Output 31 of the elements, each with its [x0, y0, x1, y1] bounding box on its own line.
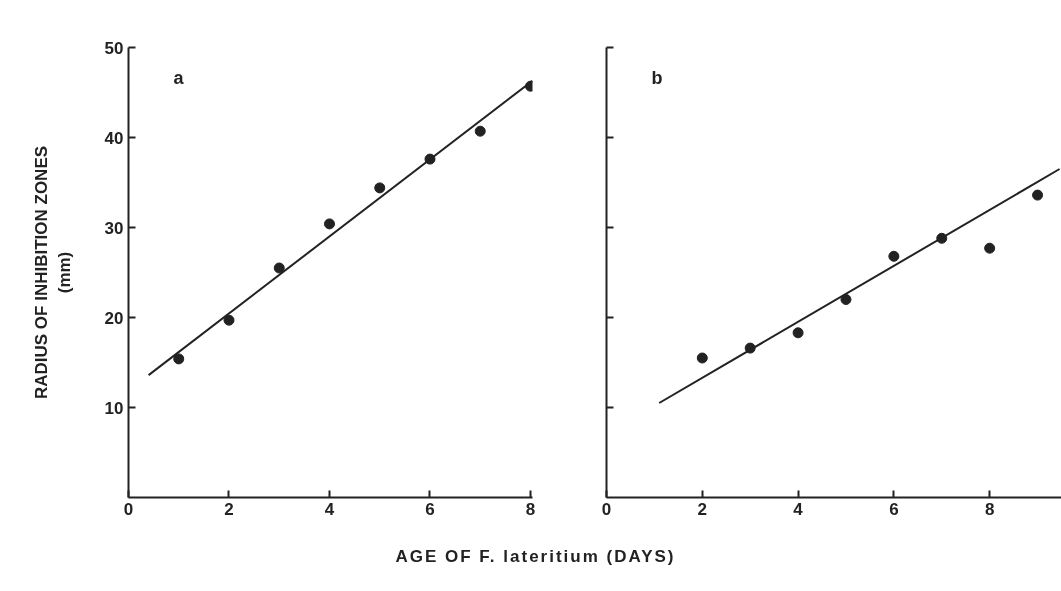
annotation: a: [173, 67, 185, 88]
point: [984, 242, 996, 254]
point: [374, 182, 386, 194]
annotation: b: [651, 67, 663, 88]
y-axis-title: RADIUS OF INHIBITION ZONES (mm): [31, 145, 74, 400]
point: [888, 250, 900, 262]
point: [223, 314, 235, 326]
point: [173, 353, 185, 365]
x-axis-title: AGE OF F. lateritium (DAYS): [395, 546, 676, 568]
x-tick-label: 4: [793, 499, 804, 519]
point: [474, 125, 486, 137]
x-tick-label: 8: [984, 499, 995, 519]
point: [696, 352, 708, 364]
y-tick-label: 10: [104, 398, 124, 418]
point: [840, 294, 852, 305]
x-tick-label: 2: [224, 499, 234, 519]
x-tick-label: 2: [697, 499, 708, 519]
y-tick-label: 20: [104, 308, 124, 328]
x-tick-label: 8: [525, 499, 536, 519]
point: [273, 262, 285, 274]
x-tick-label: 0: [601, 499, 612, 519]
y-tick-label: 30: [104, 218, 124, 238]
point: [324, 218, 335, 230]
y-tick-label: 40: [104, 128, 124, 148]
x-tick-label: 4: [324, 499, 335, 519]
point: [792, 327, 804, 339]
point: [1032, 189, 1044, 201]
y-tick-label: 50: [104, 38, 124, 58]
x-tick-label: 0: [123, 499, 134, 519]
x-tick-label: 6: [425, 499, 435, 519]
x-tick-label: 6: [889, 499, 899, 519]
